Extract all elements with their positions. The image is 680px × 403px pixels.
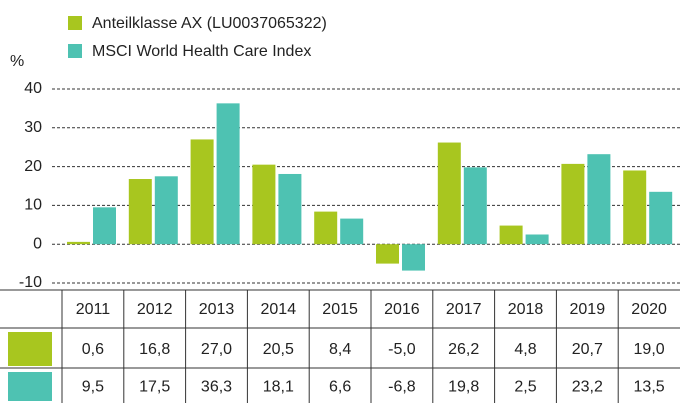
bar: [463, 167, 487, 245]
bar: [93, 207, 116, 245]
bar: [587, 154, 611, 245]
y-tick-label: 20: [24, 158, 42, 175]
x-tick-label: 2012: [137, 301, 173, 318]
y-tick-label: 10: [24, 197, 42, 214]
bar: [561, 163, 585, 245]
table-value: 13,5: [634, 379, 665, 396]
table-value: 19,0: [634, 341, 665, 358]
table-value: 2,5: [514, 379, 536, 396]
x-tick-label: 2014: [261, 301, 297, 318]
table-value: 17,5: [139, 379, 170, 396]
x-tick-label: 2013: [199, 301, 235, 318]
x-tick-label: 2020: [631, 301, 667, 318]
bar: [402, 244, 425, 271]
bar: [649, 191, 673, 245]
bar: [190, 139, 214, 245]
table-value: 26,2: [448, 341, 479, 358]
bar: [252, 164, 276, 245]
legend-swatch: [68, 44, 82, 58]
bar: [499, 225, 523, 245]
x-tick-label: 2011: [76, 301, 111, 318]
table-value: 9,5: [82, 379, 104, 396]
bar: [67, 241, 90, 245]
bar: [154, 176, 178, 245]
x-tick-label: 2017: [446, 301, 482, 318]
table-value: -5,0: [388, 341, 416, 358]
bar: [376, 244, 399, 264]
x-tick-label: 2019: [570, 301, 606, 318]
bar: [314, 211, 338, 245]
table-swatch: [8, 332, 52, 366]
table-value: -6,8: [388, 379, 416, 396]
y-tick-label: -10: [19, 274, 42, 291]
legend-label: Anteilklasse AX (LU0037065322): [92, 15, 327, 32]
x-tick-label: 2015: [322, 301, 358, 318]
bar: [278, 173, 302, 245]
table-value: 6,6: [329, 379, 351, 396]
legend-label: MSCI World Health Care Index: [92, 43, 311, 60]
y-tick-label: 30: [24, 119, 42, 136]
table-value: 19,8: [448, 379, 479, 396]
table-value: 18,1: [263, 379, 294, 396]
bar: [525, 234, 549, 245]
table-value: 0,6: [82, 341, 104, 358]
bar: [128, 179, 152, 245]
table-value: 16,8: [139, 341, 170, 358]
y-tick-label: 0: [33, 235, 42, 252]
table-swatch: [8, 372, 52, 401]
bar: [623, 170, 647, 245]
table-value: 36,3: [201, 379, 232, 396]
y-tick-label: 40: [24, 80, 42, 97]
table-value: 4,8: [514, 341, 536, 358]
y-axis-unit: %: [10, 53, 24, 70]
table-value: 23,2: [572, 379, 603, 396]
legend-swatch: [68, 16, 82, 30]
table-value: 20,5: [263, 341, 294, 358]
table-value: 27,0: [201, 341, 232, 358]
x-tick-label: 2018: [508, 301, 544, 318]
table-value: 8,4: [329, 341, 351, 358]
x-tick-label: 2016: [384, 301, 420, 318]
table-value: 20,7: [572, 341, 603, 358]
bar: [437, 142, 461, 245]
bar: [216, 103, 240, 245]
bar: [340, 218, 364, 245]
